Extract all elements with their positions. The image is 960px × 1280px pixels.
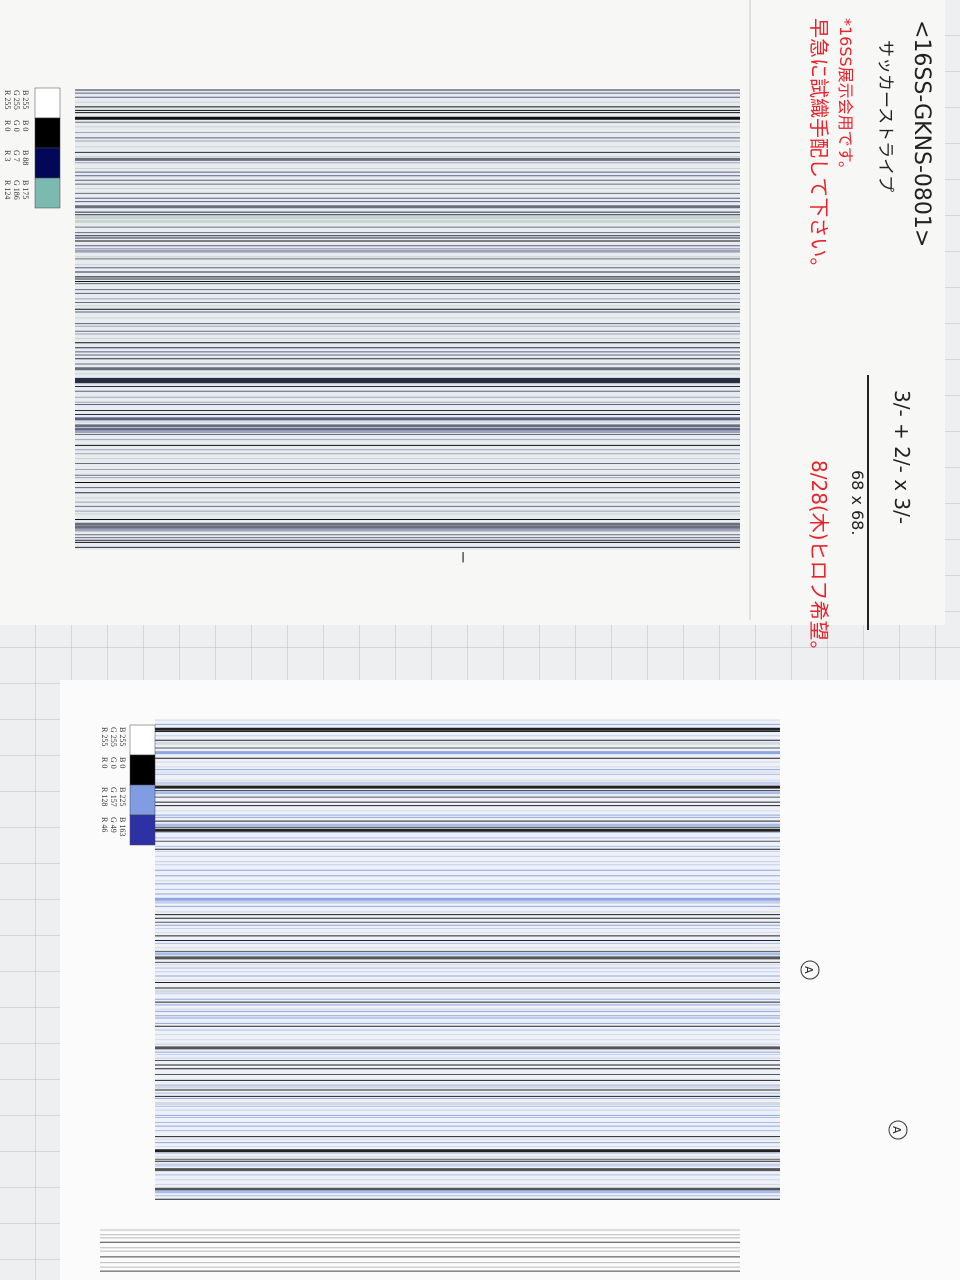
swatch-label: G 255 xyxy=(12,90,21,110)
circle-mark-label: A xyxy=(890,1126,903,1134)
style-name: サッカーストライプ xyxy=(875,40,895,192)
swatch-label: B 255 xyxy=(118,727,127,746)
swatch-value: G 0 xyxy=(109,757,118,769)
swatch-value: G 157 xyxy=(109,787,118,807)
swatch-value: B 255 xyxy=(118,727,127,746)
swatch-label: B 175 xyxy=(21,180,30,199)
note-line: 早急に試織手配して下さい。 xyxy=(807,18,831,277)
swatch-value: B 0 xyxy=(21,120,30,131)
fabric xyxy=(75,90,740,550)
swatch-label: G 7 xyxy=(12,150,21,162)
swatch-value: B 0 xyxy=(118,757,127,768)
swatch-label: B 255 xyxy=(21,90,30,109)
swatch-value: B 175 xyxy=(21,180,30,199)
swatch-label: G 0 xyxy=(109,757,118,769)
swatch-label: B 88 xyxy=(21,150,30,165)
swatch-value: R 124 xyxy=(3,180,12,199)
color-swatch xyxy=(34,87,61,119)
swatch-label: R 128 xyxy=(100,787,109,806)
circle-mark xyxy=(888,1120,908,1140)
swatch-label: B 163 xyxy=(118,817,127,836)
swatch-label: G 255 xyxy=(109,727,118,747)
color-swatch xyxy=(129,784,156,816)
color-swatch xyxy=(129,724,156,756)
design-code: <16SS-GKNS-0801> xyxy=(909,20,934,247)
swatch-value: G 49 xyxy=(109,817,118,833)
density: 68 x 68. xyxy=(848,470,867,535)
swatch-value: R 255 xyxy=(3,90,12,109)
swatch-label: R 46 xyxy=(100,817,109,832)
swatch-value: B 88 xyxy=(21,150,30,165)
color-swatch xyxy=(34,177,61,209)
swatch-label: R 3 xyxy=(3,150,12,161)
swatch-value: G 7 xyxy=(12,150,21,162)
circle-mark-label: A xyxy=(802,966,815,974)
swatch-label: R 255 xyxy=(100,727,109,746)
color-swatch xyxy=(129,754,156,786)
swatch-label: G 49 xyxy=(109,817,118,833)
swatch-label: R 0 xyxy=(100,757,109,768)
swatch-value: G 0 xyxy=(12,120,21,132)
swatch-value: B 163 xyxy=(118,817,127,836)
swatch-label: B 0 xyxy=(21,120,30,131)
swatch-label: R 255 xyxy=(3,90,12,109)
swatch-label: G 186 xyxy=(12,180,21,200)
swatch-value: R 255 xyxy=(100,727,109,746)
swatch-value: R 128 xyxy=(100,787,109,806)
fabric xyxy=(155,720,780,1200)
color-swatch xyxy=(34,147,61,179)
yarn-count: 3/- + 2/- x 3/- xyxy=(890,390,914,524)
note-line: 8/28(木)ヒロフ希望。 xyxy=(807,460,831,661)
swatch-label: G 0 xyxy=(12,120,21,132)
circle-mark xyxy=(800,960,820,980)
swatch-label: B 225 xyxy=(118,787,127,806)
swatch-value: R 0 xyxy=(100,757,109,768)
swatch-label: G 157 xyxy=(109,787,118,807)
swatch-label: B 0 xyxy=(118,757,127,768)
swatch-value: R 0 xyxy=(3,120,12,131)
color-swatch xyxy=(129,814,156,846)
swatch-value: G 255 xyxy=(12,90,21,110)
swatch-value: R 46 xyxy=(100,817,109,832)
swatch-value: G 186 xyxy=(12,180,21,200)
note-line: *16SS展示会用です。 xyxy=(836,18,855,177)
color-swatch xyxy=(34,117,61,149)
swatch-value: G 255 xyxy=(109,727,118,747)
swatch-label: R 0 xyxy=(3,120,12,131)
swatch-value: B 225 xyxy=(118,787,127,806)
swatch-value: B 255 xyxy=(21,90,30,109)
swatch-value: R 3 xyxy=(3,150,12,161)
swatch-label: R 124 xyxy=(3,180,12,199)
